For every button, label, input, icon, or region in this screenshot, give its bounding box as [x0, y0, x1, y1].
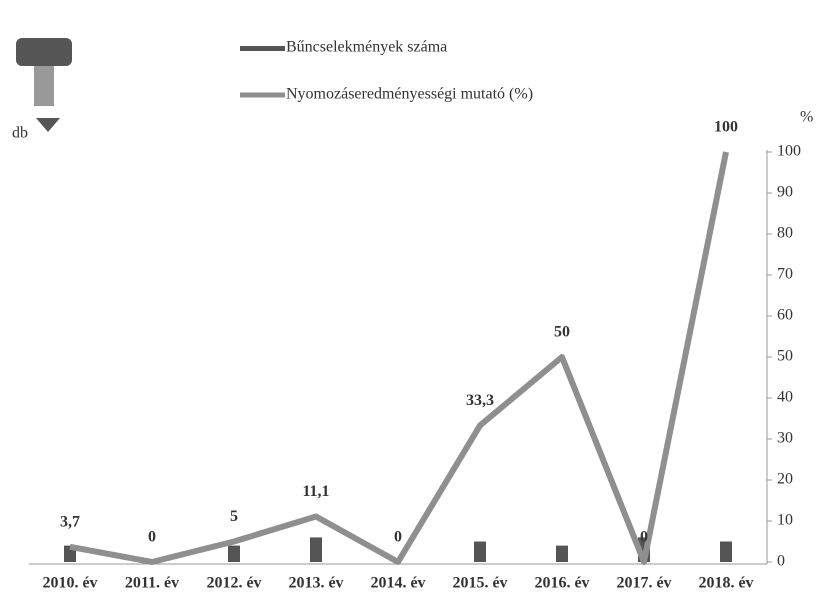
- logo: [16, 38, 72, 132]
- data-label: 3,7: [60, 514, 80, 531]
- data-label: 0: [640, 529, 648, 546]
- y2-tick-label: 20: [777, 471, 793, 488]
- x-tick-label: 2011. év: [125, 575, 179, 592]
- y2-tick-label: 30: [777, 430, 793, 447]
- y2-axis-label: %: [800, 109, 813, 126]
- y2-tick-label: 90: [777, 184, 793, 201]
- y2-tick-label: 10: [777, 512, 793, 529]
- x-tick-label: 2012. év: [206, 575, 261, 592]
- legend-swatch: [240, 46, 285, 51]
- data-label: 33,3: [466, 392, 494, 409]
- bar: [228, 545, 240, 562]
- data-label: 0: [394, 529, 402, 546]
- y2-tick-label: 0: [777, 553, 785, 570]
- legend-label: Bűncselekmények száma: [286, 39, 447, 56]
- y2-tick-label: 80: [777, 225, 793, 242]
- y2-tick-label: 100: [777, 143, 801, 160]
- data-label: 100: [714, 119, 738, 136]
- x-tick-label: 2014. év: [370, 575, 425, 592]
- bar: [556, 545, 568, 562]
- data-label: 0: [148, 529, 156, 546]
- bar: [474, 541, 486, 562]
- bar: [310, 537, 322, 562]
- data-label: 11,1: [302, 483, 329, 500]
- y2-tick-label: 50: [777, 348, 793, 365]
- bar: [720, 541, 732, 562]
- x-tick-label: 2017. év: [616, 575, 671, 592]
- y2-tick-label: 60: [777, 307, 793, 324]
- x-tick-label: 2016. év: [534, 575, 589, 592]
- x-tick-label: 2010. év: [42, 575, 97, 592]
- x-tick-label: 2015. év: [452, 575, 507, 592]
- data-label: 5: [230, 508, 238, 525]
- legend-label: Nyomozáseredményességi mutató (%): [286, 86, 533, 103]
- y2-tick-label: 70: [777, 266, 793, 283]
- y2-tick-label: 40: [777, 389, 793, 406]
- x-tick-label: 2013. év: [288, 575, 343, 592]
- line: [69, 151, 729, 565]
- x-tick-label: 2018. év: [698, 575, 753, 592]
- data-label: 50: [554, 324, 570, 341]
- y-axis-label: db: [12, 125, 28, 142]
